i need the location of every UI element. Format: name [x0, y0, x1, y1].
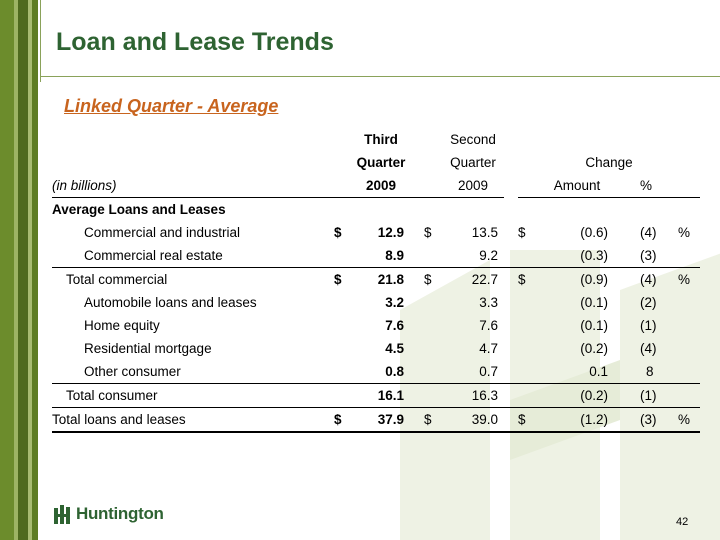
loan-lease-table: Third Second Quarter Quarter Change (in … — [52, 128, 700, 433]
header-second-quarter: Quarter — [450, 155, 496, 170]
table-row: Commercial real estate 8.9 9.2 (0.3) (3) — [84, 248, 657, 263]
header-rule-vertical — [40, 0, 41, 82]
page-number: 42 — [676, 516, 689, 528]
header-amount: Amount — [536, 174, 618, 198]
header-row-2: Quarter Quarter Change — [52, 151, 700, 174]
header-third-quarter: Quarter — [356, 155, 406, 170]
header-row-1: Third Second — [52, 128, 700, 151]
decorative-stripes — [0, 0, 40, 540]
header-row-3: (in billions) 2009 2009 Amount % — [52, 174, 700, 198]
table-row-total: Total commercial $ 21.8 $ 22.7 $ (0.9) (… — [52, 267, 700, 291]
section-row: Average Loans and Leases — [52, 198, 700, 222]
table-row-grand-total: Total loans and leases $ 37.9 $ 39.0 $ (… — [52, 407, 700, 433]
section-title: Average Loans and Leases — [52, 202, 226, 217]
table-row: Commercial and industrial $ 12.9 $ 13.5 … — [84, 225, 691, 240]
header-rule-horizontal — [40, 76, 720, 77]
table-row: Residential mortgage 4.5 4.7 (0.2) (4) — [84, 341, 657, 356]
huntington-logo: Huntington — [54, 503, 164, 525]
header-second-year: 2009 — [442, 174, 504, 198]
units-label: (in billions) — [52, 174, 334, 198]
slide-title: Loan and Lease Trends — [56, 28, 334, 56]
header-third-year: 2009 — [352, 174, 410, 198]
table-row-total: Total consumer 16.1 16.3 (0.2) (1) — [52, 383, 700, 408]
table-row: Home equity 7.6 7.6 (0.1) (1) — [84, 318, 657, 333]
header-change: Change — [585, 155, 633, 170]
table-row: Automobile loans and leases 3.2 3.3 (0.1… — [84, 295, 657, 310]
huntington-logo-icon — [54, 505, 70, 524]
header-pct: % — [618, 174, 678, 198]
logo-text: Huntington — [76, 504, 164, 523]
header-second: Second — [450, 132, 496, 147]
header-third: Third — [364, 132, 398, 147]
table-row: Other consumer 0.8 0.7 0.1 8 — [84, 364, 654, 379]
slide-subtitle: Linked Quarter - Average — [64, 96, 279, 116]
